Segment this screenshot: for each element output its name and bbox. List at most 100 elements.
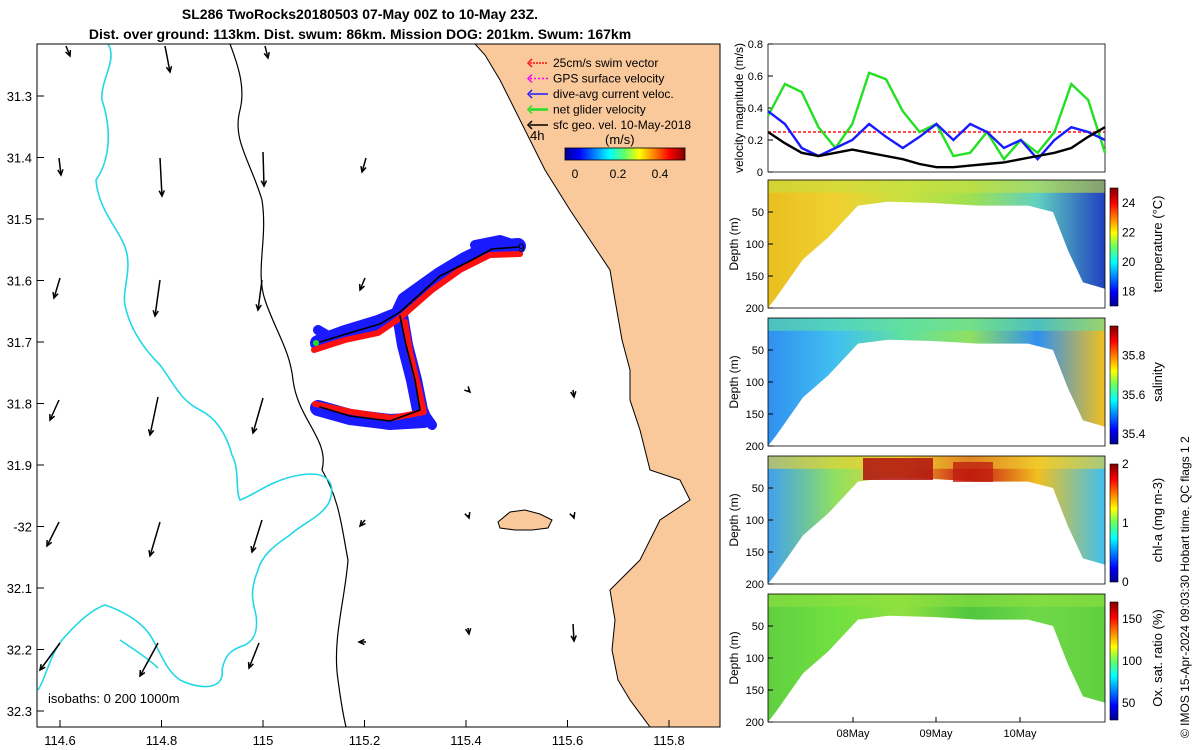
depth-tick-label: 50 xyxy=(752,207,764,219)
sfc-velocity-arrow xyxy=(148,521,161,558)
sfc-velocity-arrow xyxy=(569,511,576,520)
sfc-velocity-arrow xyxy=(360,157,367,174)
depth-tick-label: 200 xyxy=(746,717,764,729)
chart-title-line2: Dist. over ground: 113km. Dist. swum: 86… xyxy=(88,26,632,42)
lat-tick-label: 32.3 xyxy=(7,704,32,719)
lon-tick-label: 115 xyxy=(253,733,274,748)
sfc-velocity-arrow xyxy=(464,386,472,394)
legend-entry: dive-avg current veloc. xyxy=(526,87,674,101)
depth-axis-label: Depth (m) xyxy=(727,217,741,270)
depth-tick-label: 50 xyxy=(752,621,764,633)
colorbar-label: Ox. sat. ratio (%) xyxy=(1150,609,1165,707)
chl-max-patch xyxy=(863,458,933,480)
section-data-field xyxy=(768,456,1105,584)
sfc-velocity-arrow xyxy=(158,157,166,198)
section-temperature: 50 100 150 200 Depth (m) 18 20 22 24 temperature … xyxy=(727,179,1165,315)
lat-tick-label: 32.2 xyxy=(7,643,32,658)
isobath-1000m xyxy=(37,44,333,691)
land-mass xyxy=(474,44,720,727)
section-colorbar xyxy=(1109,601,1119,721)
sfc-velocity-arrow xyxy=(46,521,60,548)
depth-tick-label: 50 xyxy=(752,483,764,495)
section-data-field xyxy=(768,594,1105,722)
sfc-velocity-arrow xyxy=(263,45,270,60)
depth-axis-label: Depth (m) xyxy=(727,355,741,408)
sfc-velocity-arrow xyxy=(49,399,60,422)
imos-credit: © IMOS 15-Apr-2024 09:03:30 Hobart time.… xyxy=(1178,436,1192,738)
sfc-velocity-arrow xyxy=(38,642,61,672)
lat-tick-label: 31.3 xyxy=(7,89,32,104)
velocity-series-sfc-geo-vel- xyxy=(767,126,1106,169)
swim-vector-band xyxy=(311,251,523,421)
sfc-velocity-arrow xyxy=(251,397,264,435)
depth-tick-label: 150 xyxy=(746,547,764,559)
sfc-velocity-arrow xyxy=(147,396,159,437)
track-start-marker xyxy=(313,340,319,346)
track-end-label: 9 xyxy=(518,241,525,255)
depth-tick-label: 150 xyxy=(746,685,764,697)
depth-tick-label: 200 xyxy=(746,441,764,453)
legend-label: 25cm/s swim vector xyxy=(553,56,658,70)
section-chla: 50 100 150 200 Depth (m) 0 1 2 chl-a (mg m-3) xyxy=(727,455,1165,591)
velocity-ytick-label: 0.6 xyxy=(748,71,763,83)
colorbar-tick-label: 0.2 xyxy=(610,167,627,181)
sfc-velocity-arrow xyxy=(464,627,472,636)
sfc-velocity-arrow xyxy=(255,279,263,312)
rottnest-island xyxy=(497,509,553,531)
isobath-label: isobaths: 0 200 1000m xyxy=(48,691,180,706)
time-label: 4h xyxy=(530,128,544,143)
velocity-ytick-label: 0.8 xyxy=(748,39,763,51)
depth-axis-label: Depth (m) xyxy=(727,493,741,546)
sfc-velocity-arrow xyxy=(358,277,366,292)
legend-label: net glider velocity xyxy=(553,103,646,117)
depth-tick-label: 150 xyxy=(746,409,764,421)
sfc-velocity-arrow xyxy=(52,277,61,300)
colorbar-tick-label: 2 xyxy=(1122,457,1129,471)
lon-tick-label: 114.6 xyxy=(44,733,76,748)
speed-colorbar: (m/s) 0 0.2 0.4 xyxy=(564,132,686,181)
sfc-velocity-arrow xyxy=(57,157,64,177)
lat-tick-label: 31.4 xyxy=(7,151,32,166)
legend-label: dive-avg current veloc. xyxy=(553,87,674,101)
latitude-axis: 31.3 31.4 31.5 31.6 31.7 31.8 31.9 -32 32.1 32.2 3… xyxy=(7,89,44,719)
section-salinity: 50 100 150 200 Depth (m) 35.4 35.6 35.8 salinity xyxy=(727,317,1165,453)
depth-tick-label: 100 xyxy=(746,377,764,389)
section-ox: 50 100 150 200 Depth (m) 50 100 150 Ox. sat. rat… xyxy=(727,593,1165,740)
lon-tick-label: 115.8 xyxy=(653,733,685,748)
sfc-velocity-arrow xyxy=(65,45,72,58)
colorbar-label: chl-a (mg m-3) xyxy=(1150,478,1165,563)
chart-title-line1: SL286 TwoRocks20180503 07-May 00Z to 10-… xyxy=(181,6,539,22)
sfc-velocity-arrow xyxy=(139,642,159,678)
colorbar-tick-label: 22 xyxy=(1122,225,1136,239)
sfc-velocity-arrow xyxy=(570,623,577,643)
colorbar-label: temperature (°C) xyxy=(1150,196,1165,293)
colorbar-unit: (m/s) xyxy=(605,132,635,147)
isobath-200m xyxy=(229,44,349,727)
section-data-field xyxy=(768,180,1105,308)
sfc-velocity-arrow xyxy=(358,519,366,528)
lat-tick-label: 31.8 xyxy=(7,397,32,412)
depth-tick-label: 100 xyxy=(746,653,764,665)
colorbar-tick-label: 100 xyxy=(1122,654,1142,668)
section-colorbar xyxy=(1109,187,1119,307)
depth-tick-label: 100 xyxy=(746,515,764,527)
sfc-velocity-arrow xyxy=(164,45,173,74)
section-data-field xyxy=(768,318,1105,446)
lon-tick-label: 115.4 xyxy=(450,733,482,748)
glider-track xyxy=(310,235,526,430)
colorbar-gradient xyxy=(564,147,686,161)
glider-track-line xyxy=(319,246,519,422)
colorbar-tick-label: 150 xyxy=(1122,612,1142,626)
colorbar-tick-label: 50 xyxy=(1122,696,1136,710)
colorbar-label: salinity xyxy=(1150,362,1165,402)
time-tick-label: 08May xyxy=(836,728,870,740)
lon-tick-label: 114.8 xyxy=(146,733,178,748)
lat-tick-label: 31.9 xyxy=(7,458,32,473)
sfc-velocity-arrow xyxy=(570,389,577,399)
colorbar-tick-label: 35.4 xyxy=(1122,427,1146,441)
velocity-series-dive-avg-current xyxy=(767,110,1106,162)
legend-entry: sfc geo. vel. 10-May-2018 xyxy=(526,118,691,132)
legend-entry: net glider velocity xyxy=(526,103,646,117)
section-colorbar xyxy=(1109,325,1119,445)
